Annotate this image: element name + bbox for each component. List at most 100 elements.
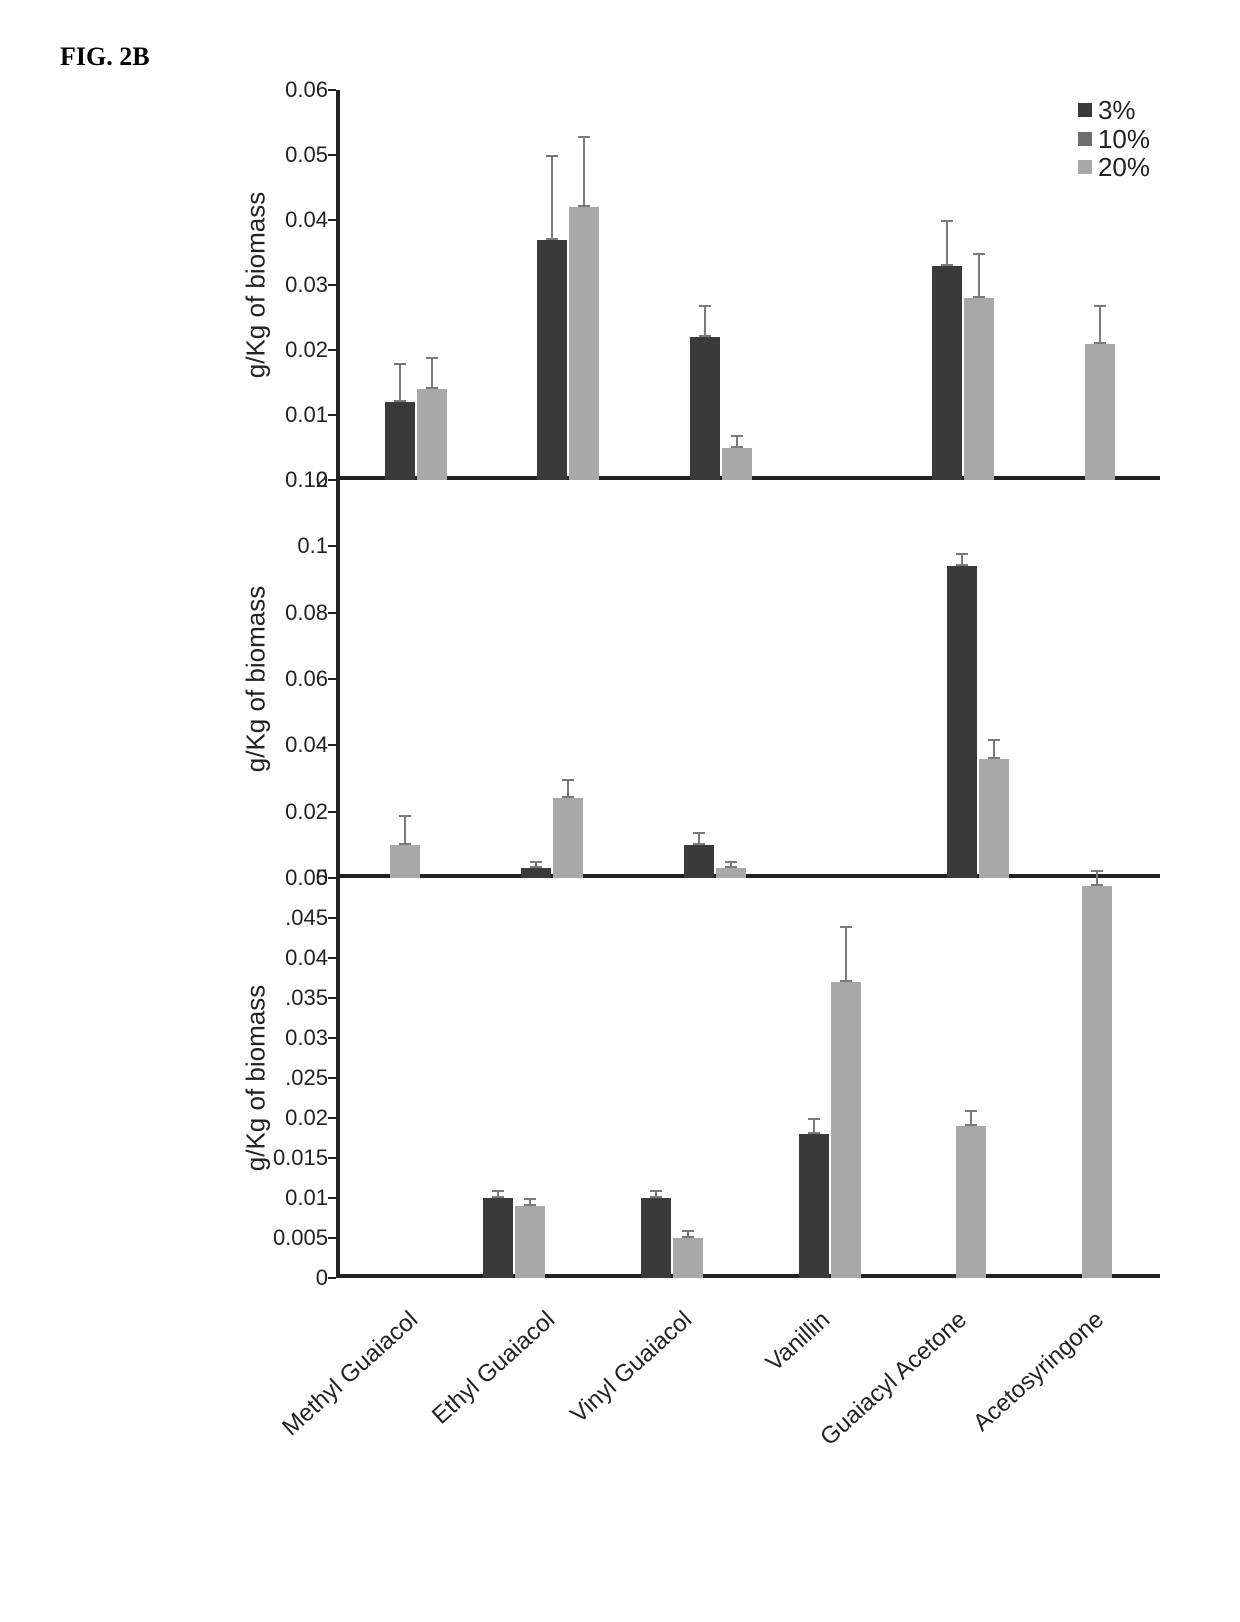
bar bbox=[385, 402, 415, 480]
plot-area: 3%10%20% bbox=[336, 90, 1160, 480]
error-bar bbox=[551, 155, 553, 240]
error-bar bbox=[404, 815, 406, 845]
error-bar bbox=[497, 1190, 499, 1198]
legend-label: 10% bbox=[1098, 125, 1150, 154]
legend-item: 3% bbox=[1078, 96, 1150, 125]
bar bbox=[390, 845, 420, 878]
bar bbox=[673, 1238, 703, 1278]
y-tick-label: 0.02 bbox=[285, 799, 328, 825]
y-tick-label: 0.02 bbox=[285, 337, 328, 363]
error-bar bbox=[993, 739, 995, 759]
error-bar bbox=[704, 305, 706, 338]
legend-swatch bbox=[1078, 103, 1092, 117]
legend-swatch bbox=[1078, 160, 1092, 174]
bar bbox=[722, 448, 752, 481]
error-bar bbox=[961, 553, 963, 566]
chart-panel: g/Kg of biomass00.020.040.060.080.10.12 bbox=[200, 480, 1160, 878]
legend: 3%10%20% bbox=[1078, 96, 1150, 182]
legend-label: 20% bbox=[1098, 153, 1150, 182]
y-tick-label: 0.03 bbox=[285, 272, 328, 298]
error-bar bbox=[1096, 870, 1098, 886]
bar-group bbox=[947, 480, 1009, 878]
y-tick-label: 0.04 bbox=[285, 732, 328, 758]
bar-group bbox=[390, 480, 420, 878]
error-bar bbox=[736, 435, 738, 448]
bar bbox=[956, 1126, 986, 1278]
error-bar bbox=[583, 136, 585, 208]
legend-item: 10% bbox=[1078, 125, 1150, 154]
bar-group bbox=[932, 90, 994, 480]
y-tick-label: 0.06 bbox=[285, 666, 328, 692]
error-bar bbox=[1099, 305, 1101, 344]
error-bar bbox=[978, 253, 980, 299]
y-tick-label: 0.03 bbox=[285, 1025, 328, 1051]
legend-label: 3% bbox=[1098, 96, 1136, 125]
y-tick-label: 0.12 bbox=[285, 467, 328, 493]
error-bar bbox=[655, 1190, 657, 1198]
error-bar bbox=[535, 861, 537, 868]
y-tick-label: 0.08 bbox=[285, 600, 328, 626]
y-axis-ticks: 00.010.020.030.040.050.06 bbox=[246, 90, 336, 480]
y-tick-label: 0.015 bbox=[273, 1145, 328, 1171]
error-bar bbox=[813, 1118, 815, 1134]
error-bar bbox=[687, 1230, 689, 1238]
bar bbox=[1082, 886, 1112, 1278]
bar bbox=[684, 845, 714, 878]
error-bar bbox=[567, 779, 569, 799]
y-tick-label: 0.1 bbox=[297, 533, 328, 559]
y-tick-label: 0.06 bbox=[285, 77, 328, 103]
bar bbox=[964, 298, 994, 480]
bar-group bbox=[690, 90, 752, 480]
y-tick-label: 0.04 bbox=[285, 207, 328, 233]
y-tick-label: 0.01 bbox=[285, 402, 328, 428]
bar bbox=[483, 1198, 513, 1278]
y-tick-label: 0 bbox=[316, 1265, 328, 1291]
y-tick-label: 0.005 bbox=[273, 1225, 328, 1251]
plot-area bbox=[336, 878, 1160, 1278]
error-bar bbox=[529, 1198, 531, 1206]
legend-swatch bbox=[1078, 132, 1092, 146]
plot-area bbox=[336, 480, 1160, 878]
error-bar bbox=[399, 363, 401, 402]
bar bbox=[537, 240, 567, 481]
error-bar bbox=[698, 832, 700, 845]
chart-container: g/Kg of biomass00.010.020.030.040.050.06… bbox=[200, 90, 1160, 1478]
bar bbox=[979, 759, 1009, 878]
y-tick-label: .035 bbox=[285, 985, 328, 1011]
y-axis-ticks: 00.0050.010.0150.02.0250.03.0350.04.0450… bbox=[246, 878, 336, 1278]
bar bbox=[521, 868, 551, 878]
chart-panel: g/Kg of biomass00.0050.010.0150.02.0250.… bbox=[200, 878, 1160, 1278]
y-tick-label: .045 bbox=[285, 905, 328, 931]
bar bbox=[569, 207, 599, 480]
bar-group bbox=[641, 878, 703, 1278]
bar-group bbox=[385, 90, 447, 480]
y-tick-label: 0.02 bbox=[285, 1105, 328, 1131]
bar bbox=[831, 982, 861, 1278]
figure-label: FIG. 2B bbox=[60, 42, 150, 72]
bar-group bbox=[956, 878, 986, 1278]
bar bbox=[690, 337, 720, 480]
bar bbox=[641, 1198, 671, 1278]
bar bbox=[947, 566, 977, 878]
chart-panel: g/Kg of biomass00.010.020.030.040.050.06… bbox=[200, 90, 1160, 480]
bar-group bbox=[537, 90, 599, 480]
y-axis-ticks: 00.020.040.060.080.10.12 bbox=[246, 480, 336, 878]
bar-group bbox=[521, 480, 583, 878]
error-bar bbox=[730, 861, 732, 868]
legend-item: 20% bbox=[1078, 153, 1150, 182]
bar bbox=[799, 1134, 829, 1278]
bar bbox=[1085, 344, 1115, 481]
bar bbox=[932, 266, 962, 481]
bar bbox=[716, 868, 746, 878]
bar-group bbox=[483, 878, 545, 1278]
error-bar bbox=[946, 220, 948, 266]
bar-group bbox=[1082, 878, 1112, 1278]
bar-group bbox=[684, 480, 746, 878]
bar bbox=[515, 1206, 545, 1278]
x-axis: Methyl GuaiacolEthyl GuaiacolVinyl Guaia… bbox=[336, 1278, 1160, 1478]
y-tick-label: 0.04 bbox=[285, 945, 328, 971]
y-tick-label: 0.05 bbox=[285, 865, 328, 891]
bar-group bbox=[799, 878, 861, 1278]
bar bbox=[553, 798, 583, 878]
y-tick-label: 0.05 bbox=[285, 142, 328, 168]
